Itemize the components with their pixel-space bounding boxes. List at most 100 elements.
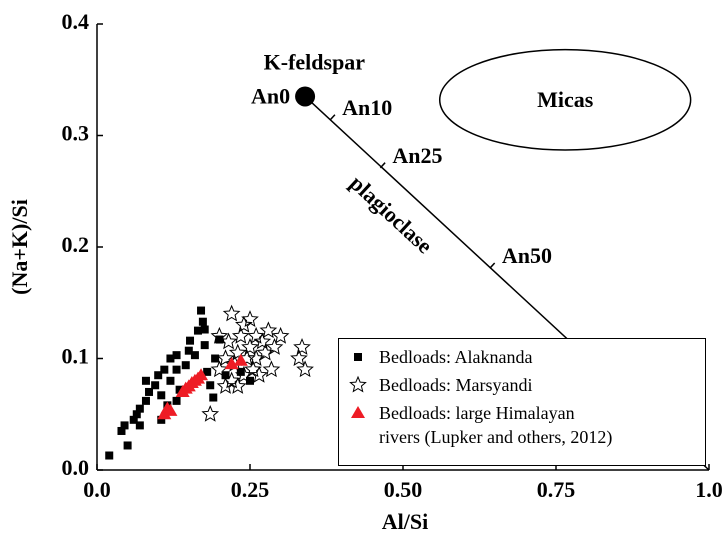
square-marker (198, 317, 207, 326)
square-marker (160, 365, 169, 374)
square-marker (172, 396, 181, 405)
star-marker (228, 377, 247, 394)
square-marker (120, 421, 129, 430)
star-marker (259, 321, 278, 339)
square-marker (193, 326, 202, 335)
square-marker (141, 396, 150, 405)
star-marker (216, 349, 235, 367)
star-marker (210, 360, 229, 378)
square-marker (236, 367, 245, 376)
star-marker (228, 343, 247, 361)
y-tick-label: 0.4 (62, 9, 90, 34)
square-marker (132, 410, 141, 419)
legend-icon (349, 375, 367, 393)
square-marker (203, 367, 212, 376)
line-tick (329, 114, 336, 121)
square-marker (166, 354, 175, 363)
triangle-marker (163, 403, 178, 416)
endmember-label: K-feldspar (264, 50, 366, 75)
star-marker (250, 365, 269, 383)
square-marker (354, 353, 362, 361)
x-axis-label: Al/Si (382, 509, 428, 534)
star-marker (265, 338, 284, 355)
legend-entry: Bedloads: Marsyandi (347, 373, 699, 397)
x-tick-label: 1.0 (695, 477, 723, 502)
square-marker (200, 341, 209, 350)
square-marker (145, 387, 154, 396)
legend-entry: Bedloads: large Himalayan rivers (Lupker… (347, 401, 699, 449)
square-marker (186, 336, 195, 345)
square-marker (211, 354, 220, 363)
y-tick-label: 0.2 (62, 232, 90, 257)
square-marker (206, 381, 215, 390)
line-tick (379, 162, 386, 169)
y-axis-label: (Na+K)/Si (7, 199, 32, 295)
star-marker (293, 338, 311, 355)
star-marker (296, 360, 314, 378)
endmember-point (295, 86, 316, 107)
y-tick-label: 0.0 (62, 455, 90, 480)
star-marker (349, 375, 367, 393)
square-marker (157, 391, 166, 400)
square-marker (151, 381, 160, 390)
line-tick (489, 262, 496, 269)
line-tick-label: An10 (342, 95, 392, 120)
square-marker (123, 441, 132, 450)
square-marker (200, 325, 209, 334)
y-tick-label: 0.3 (62, 121, 90, 146)
micas-region (438, 48, 692, 151)
legend: Bedloads: Alaknanda Bedloads: Marsyandi Be… (338, 338, 706, 466)
legend-icon (354, 353, 362, 361)
triangle-marker (224, 357, 239, 370)
square-marker (221, 371, 230, 380)
star-marker (222, 304, 241, 322)
square-marker (172, 365, 181, 374)
x-tick-label: 0.50 (384, 477, 423, 502)
endmember-sublabel: An0 (251, 84, 290, 109)
line-tick-label: An25 (392, 143, 442, 168)
square-marker (181, 361, 190, 370)
square-marker (117, 426, 126, 435)
region-label: Micas (537, 87, 594, 112)
square-marker (166, 376, 175, 385)
star-marker (231, 326, 250, 344)
square-marker (197, 306, 206, 315)
star-marker (290, 349, 308, 367)
legend-icon (351, 406, 365, 418)
square-marker (184, 346, 193, 355)
triangle-marker (194, 368, 209, 381)
square-marker (135, 421, 144, 430)
star-marker (235, 315, 253, 333)
legend-label: Bedloads: Marsyandi (379, 375, 533, 395)
line-label: plagioclase (345, 170, 438, 258)
square-marker (190, 351, 199, 360)
star-marker (241, 310, 259, 327)
line-tick-label: An50 (502, 243, 552, 268)
square-marker (154, 371, 163, 380)
legend-label: Bedloads: Alaknanda (379, 347, 533, 367)
y-tick-label: 0.1 (62, 344, 90, 369)
triangle-marker (351, 406, 365, 418)
star-marker (210, 326, 229, 344)
square-marker (105, 451, 114, 460)
star-marker (216, 377, 235, 394)
legend-label: Bedloads: large Himalayan rivers (Lupker… (379, 403, 613, 447)
triangle-marker (233, 353, 248, 366)
square-marker (157, 415, 166, 424)
square-marker (129, 415, 138, 424)
square-marker (246, 376, 254, 385)
legend-entry: Bedloads: Alaknanda (347, 345, 699, 369)
star-marker (201, 404, 220, 422)
x-tick-label: 0.25 (231, 477, 270, 502)
square-marker (209, 393, 218, 402)
x-tick-label: 0.75 (537, 477, 576, 502)
star-marker (271, 326, 290, 344)
square-marker (135, 404, 144, 413)
square-marker (172, 351, 181, 360)
star-marker (253, 332, 272, 350)
square-marker (175, 385, 184, 394)
square-marker (141, 376, 150, 385)
star-marker (241, 338, 259, 355)
